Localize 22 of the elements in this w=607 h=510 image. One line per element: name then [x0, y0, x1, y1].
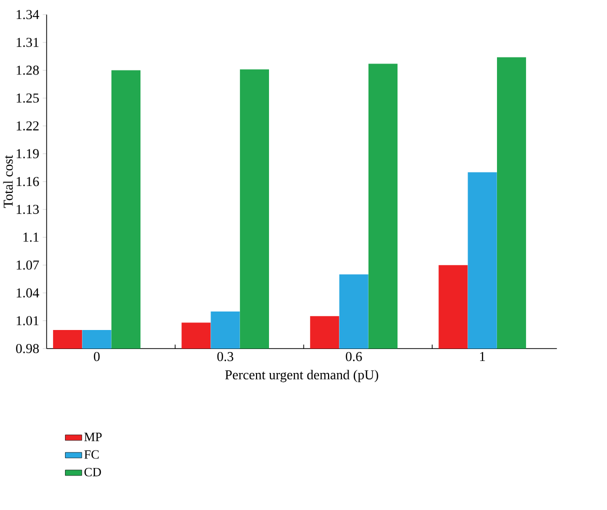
y-tick-label: 1.16	[16, 176, 39, 186]
y-tick-label: 1.13	[16, 204, 39, 214]
y-tick-label: 1.28	[16, 66, 39, 75]
x-tick-label: 0.3	[217, 352, 234, 362]
y-tick-label: 1.19	[16, 149, 39, 158]
y-tick-label: 1.25	[16, 93, 39, 103]
legend-label: MP	[84, 432, 102, 441]
y-tick-label: 1.04	[16, 288, 40, 298]
y-tick-label: 0.98	[16, 344, 39, 354]
y-axis-title: Total cost	[3, 155, 13, 208]
x-tick-label: 0.6	[346, 352, 362, 362]
y-tick-label: 1.07	[16, 260, 39, 270]
y-tick-label: 1.01	[16, 316, 39, 326]
legend-label: FC	[84, 450, 99, 459]
x-tick-label: 1	[480, 352, 485, 361]
x-tick-label: 0	[94, 352, 100, 362]
x-axis-title: Percent urgent demand (pU)	[225, 370, 378, 382]
y-tick-label: 1.34	[16, 10, 40, 20]
y-tick-label: 1.22	[16, 121, 39, 130]
y-tick-label: 1.1	[24, 232, 39, 242]
legend-label: CD	[84, 468, 101, 476]
y-tick-label: 1.31	[16, 38, 39, 47]
